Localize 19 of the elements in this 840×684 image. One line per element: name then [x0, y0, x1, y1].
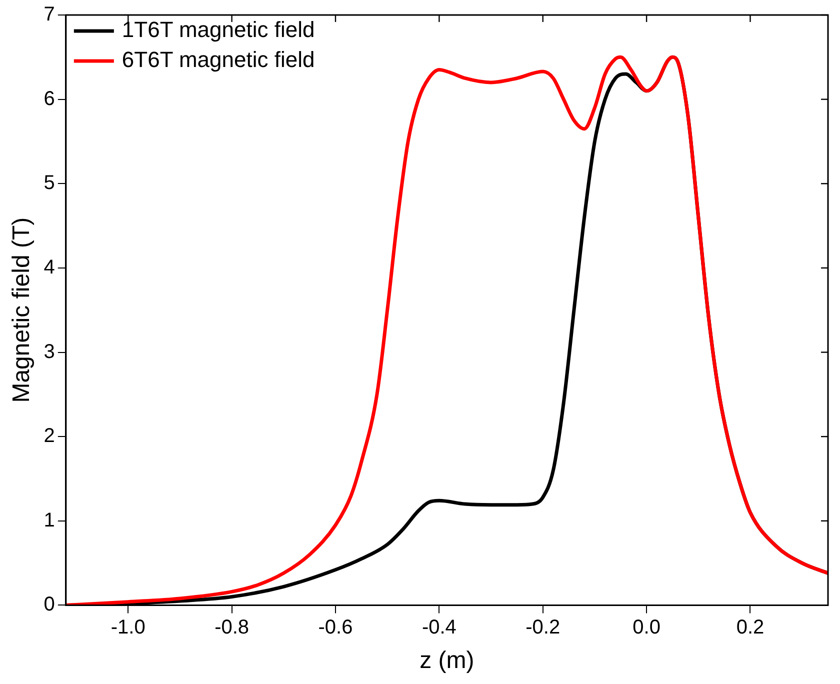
y-axis-title: Magnetic field (T)	[8, 217, 36, 403]
y-tick-label: 3	[44, 340, 55, 363]
x-tick-label: 0.2	[736, 616, 764, 639]
x-tick-label: -0.2	[526, 616, 560, 639]
x-axis-title: z (m)	[420, 647, 474, 674]
x-tick-label: 0.0	[632, 616, 660, 639]
legend-label: 1T6T magnetic field	[122, 17, 315, 42]
y-tick-label: 2	[44, 425, 55, 448]
y-tick-label: 6	[44, 88, 55, 110]
y-tick-label: 4	[44, 256, 55, 278]
y-tick-label: 0	[44, 594, 55, 616]
y-tick-label: 5	[44, 172, 55, 194]
x-tick-label: -0.8	[214, 616, 250, 639]
y-tick-label: 7	[44, 4, 55, 26]
y-tick-label: 1	[44, 509, 55, 532]
legend-label: 6T6T magnetic field	[122, 47, 315, 72]
x-tick-label: -1.0	[110, 616, 146, 639]
x-tick-label: -0.4	[422, 616, 456, 639]
x-tick-label: -0.6	[318, 616, 353, 639]
